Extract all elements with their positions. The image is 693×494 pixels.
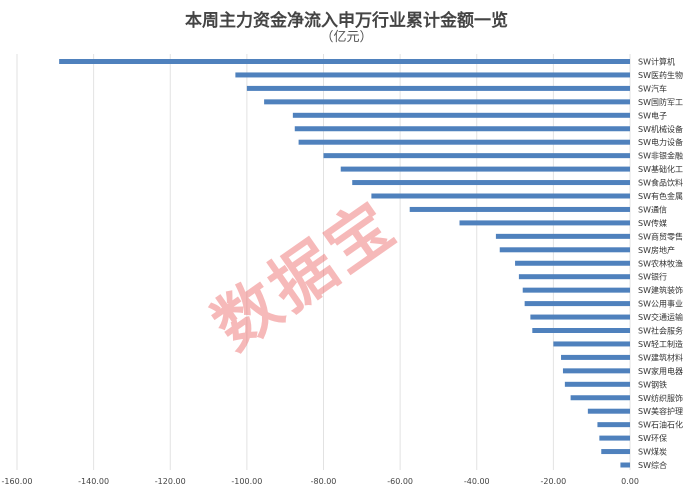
category-label: SW通信 [638,204,667,214]
bar [371,193,630,199]
x-tick-label: -40.00 [464,477,490,486]
category-label: SW电力设备 [638,137,683,147]
category-label: SW社会服务 [638,326,683,336]
bar [323,153,630,159]
category-label: SW银行 [638,272,667,282]
category-label: SW家用电器 [638,366,683,376]
bar [530,314,630,320]
x-tick-label: -120.00 [155,477,186,486]
grid-lines [16,54,631,470]
bar [564,381,630,387]
bar [495,233,630,239]
bar [599,435,630,441]
category-label: SW轻工制造 [638,339,683,349]
x-tick-label: -100.00 [231,477,262,486]
x-tick-label: 0.00 [621,477,639,486]
x-tick-label: -80.00 [311,477,337,486]
bar-series [59,59,631,468]
chart-subtitle: （亿元） [320,30,373,45]
bar [292,112,630,118]
bar [532,328,630,333]
x-tick-label: -160.00 [2,477,33,486]
bar [570,395,630,401]
bar [518,274,630,280]
category-label: SW有色金属 [638,191,683,201]
bar [587,408,630,414]
category-label: SW食品饮料 [638,178,683,188]
category-label: SW汽车 [638,83,667,93]
x-tick-label: -20.00 [540,477,566,486]
category-label: SW环保 [638,433,667,443]
category-label: SW交通运输 [638,312,683,322]
category-label: SW建筑装饰 [638,285,683,295]
bar [553,341,630,347]
bar [522,287,630,293]
category-labels: SW计算机 SW医药生物 SW汽车 SW国防军工 SW电子 SW机械设备 SW电力设备 SW非… [638,57,683,471]
category-label: SW纺织服饰 [638,393,683,403]
category-label: SW综合 [638,460,667,470]
category-label: SW煤炭 [638,447,667,457]
category-label: SW建筑材料 [638,352,683,362]
bar [620,462,630,468]
bar [264,99,630,105]
bar [524,301,630,307]
bar [294,126,630,132]
category-label: SW农林牧渔 [638,258,683,268]
bar [298,139,630,145]
bar [515,260,630,266]
chart-title: 本周主力资金净流入申万行业累计金额一览 [185,11,508,31]
bar [459,220,630,226]
bar [409,206,630,212]
category-label: SW房地产 [638,245,675,255]
x-tick-label: -140.00 [78,477,109,486]
bar [59,59,631,64]
bar [352,180,630,186]
category-label: SW非银金融 [638,151,683,161]
category-label: SW机械设备 [638,124,683,134]
bar [499,247,630,253]
category-label: SW公用事业 [638,299,683,309]
category-label: SW美容护理 [638,406,683,416]
category-label: SW商贸零售 [638,231,683,241]
category-label: SW计算机 [638,57,675,67]
category-label: SW石油石化 [638,420,683,430]
bar [601,449,630,455]
x-axis-ticks: -160.00 -140.00 -120.00 -100.00 -80.00 -60.00… [2,477,639,486]
bar [235,72,630,78]
bar [561,354,630,360]
bar [340,166,630,172]
x-tick-label: -60.00 [387,477,413,486]
bar [246,85,630,91]
bar [597,422,630,428]
category-label: SW电子 [638,110,667,120]
category-label: SW医药生物 [638,70,683,80]
category-label: SW钢铁 [638,379,667,389]
category-label: SW基础化工 [638,164,683,174]
category-label: SW传媒 [638,218,667,228]
bar [562,368,630,374]
category-label: SW国防军工 [638,97,683,107]
